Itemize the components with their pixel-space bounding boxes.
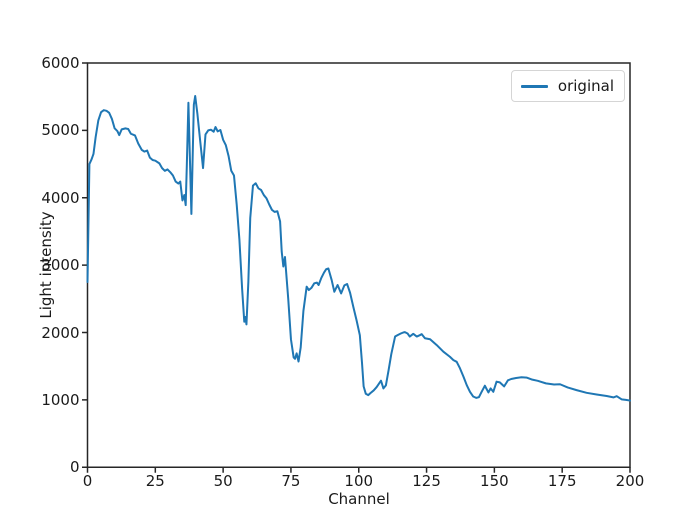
legend: original: [511, 70, 625, 102]
y-tick-label: 6000: [41, 54, 80, 72]
x-tick-label: 75: [281, 472, 301, 491]
x-tick-label: 125: [412, 472, 441, 491]
x-tick-label: 100: [344, 472, 374, 491]
plot-border: [86, 62, 631, 468]
x-tick-label: 50: [213, 472, 233, 491]
x-tick-label: 200: [615, 472, 645, 491]
legend-label: original: [557, 77, 614, 95]
x-tick-label: 150: [480, 472, 509, 491]
y-axis-label: Light intensity: [37, 211, 55, 319]
x-axis-label: Channel: [328, 490, 390, 508]
y-tick-label: 0: [69, 458, 80, 477]
x-tick-label: 0: [82, 472, 93, 491]
y-tick-label: 2000: [41, 323, 80, 342]
y-tick-label: 4000: [41, 188, 80, 207]
x-tick-label: 175: [547, 472, 577, 491]
legend-line-sample: [521, 84, 548, 88]
y-tick-label: 1000: [41, 390, 80, 409]
data-line-original: [86, 95, 631, 402]
x-tick-label: 25: [145, 472, 165, 491]
y-tick-label: 3000: [41, 256, 80, 275]
y-tick-label: 5000: [41, 121, 80, 140]
